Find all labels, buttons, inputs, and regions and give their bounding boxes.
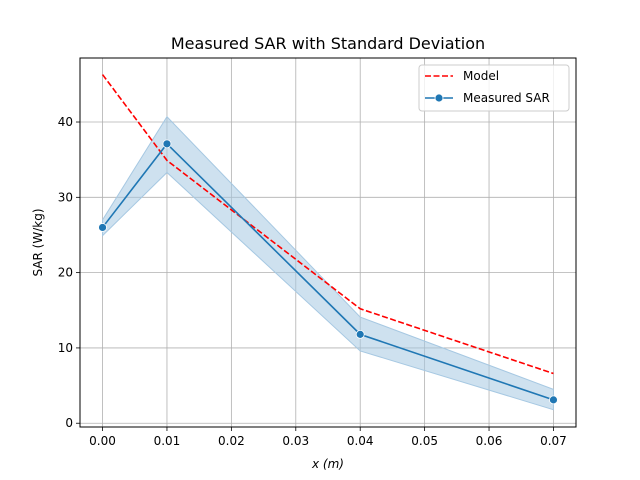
- y-tick-label: 40: [58, 115, 73, 129]
- legend-box: [418, 64, 570, 112]
- legend: Model Measured SAR: [418, 64, 570, 112]
- measured-sar-point: [549, 395, 558, 405]
- measured-sar-std-band: [102, 115, 554, 411]
- model-line: [101, 74, 554, 375]
- y-tick-label: 30: [58, 190, 73, 204]
- grid: [80, 58, 576, 427]
- legend-model-label: Model: [463, 69, 499, 83]
- series-markers: [98, 139, 558, 405]
- x-tick-label: 0.03: [282, 434, 309, 448]
- measured-sar-point: [355, 329, 365, 339]
- std-band: [102, 115, 554, 411]
- x-tick-label: 0.01: [154, 434, 181, 448]
- x-tick-label: 0.02: [218, 434, 245, 448]
- y-tick-label: 0: [65, 416, 73, 430]
- x-tick-label: 0.05: [411, 434, 438, 448]
- axis-ticks: 0.00 0.01 0.02 0.03 0.04 0.05 0.06 0.07 0 10 20 30 4…: [58, 115, 567, 448]
- plot-frame: [79, 57, 577, 428]
- y-tick-label: 20: [58, 266, 73, 280]
- chart-title: Measured SAR with Standard Deviation: [171, 34, 485, 53]
- x-tick-label: 0.00: [89, 434, 116, 448]
- measured-sar-point: [98, 223, 107, 232]
- series-lines: [101, 74, 554, 401]
- x-tick-label: 0.07: [540, 434, 567, 448]
- legend-measured-label: Measured SAR: [463, 91, 550, 105]
- legend-measured-marker: [434, 93, 444, 103]
- y-axis-label: SAR (W/kg): [31, 208, 45, 276]
- x-tick-label: 0.04: [347, 434, 374, 448]
- measured-sar-point: [162, 139, 172, 149]
- measured-sar-line: [101, 142, 554, 401]
- y-tick-label: 10: [58, 341, 73, 355]
- x-tick-label: 0.06: [476, 434, 503, 448]
- x-axis-label: x (m): [311, 457, 344, 471]
